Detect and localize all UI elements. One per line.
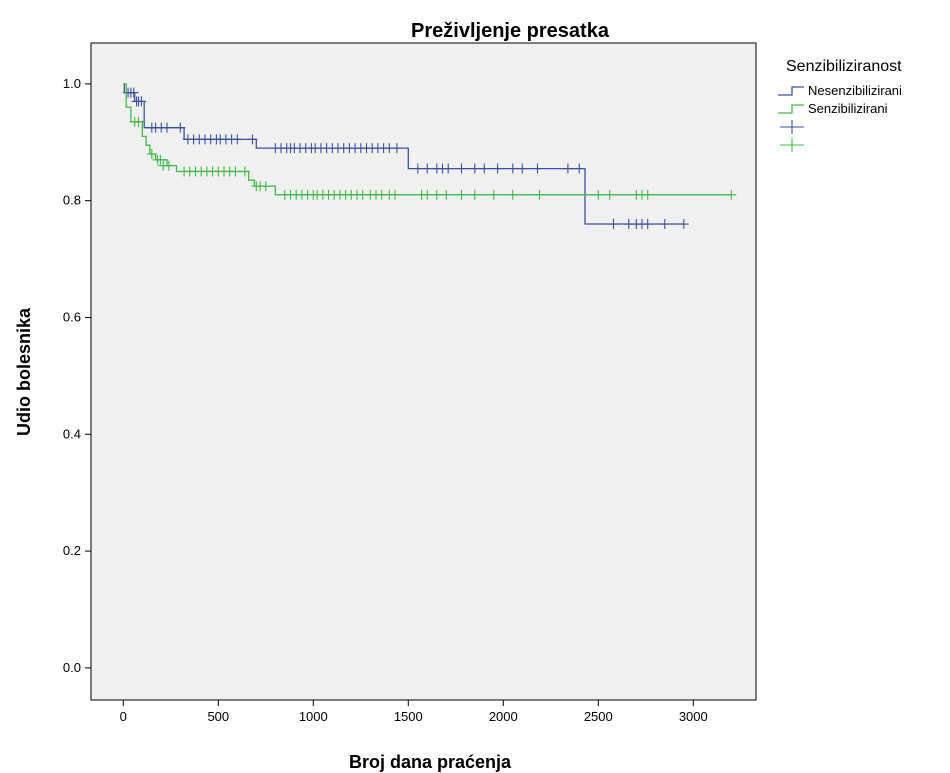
censor-mark — [162, 122, 172, 133]
censor-mark — [642, 189, 653, 200]
censor-mark — [247, 134, 258, 145]
censor-mark — [390, 189, 400, 200]
x-tick-label: 500 — [207, 709, 229, 724]
censor-mark — [133, 116, 144, 127]
x-tick-label: 1500 — [394, 709, 423, 724]
censor-mark — [136, 96, 147, 107]
legend-censor-swatch — [780, 120, 804, 134]
censor-mark — [593, 189, 604, 200]
x-tick-label: 0 — [120, 709, 127, 724]
legend-censor-swatch — [780, 138, 804, 152]
series-line-senzibilizirani — [123, 83, 732, 196]
censor-mark — [492, 163, 503, 174]
y-axis-label: Udio bolesnika — [14, 307, 34, 436]
y-tick-label: 1.0 — [63, 76, 81, 91]
x-tick-label: 1000 — [299, 709, 328, 724]
censor-mark — [441, 189, 452, 200]
censor-mark — [507, 189, 518, 200]
censor-mark — [260, 181, 271, 192]
censor-mark — [128, 87, 139, 98]
chart-title: Preživljenje presatka — [411, 20, 610, 42]
censor-mark — [239, 166, 250, 177]
censor-mark — [488, 189, 499, 200]
censor-mark — [431, 189, 442, 200]
plot-area — [90, 42, 757, 701]
censor-mark — [232, 134, 243, 145]
censor-mark — [230, 166, 241, 177]
x-tick-label: 2500 — [584, 709, 613, 724]
censor-mark — [608, 219, 619, 230]
censor-mark — [659, 219, 670, 230]
censor-mark — [534, 189, 545, 200]
series-layer — [123, 83, 737, 230]
x-axis: 0 500 1000 1500 2000 2500 3000 — [120, 700, 708, 724]
censor-mark — [469, 189, 480, 200]
censor-mark — [532, 163, 543, 174]
censor-mark — [443, 163, 454, 174]
censor-mark — [469, 163, 480, 174]
censor-mark — [163, 160, 174, 171]
censor-mark — [507, 163, 518, 174]
censor-mark — [146, 148, 157, 159]
censor-mark — [479, 163, 490, 174]
censor-mark — [175, 122, 186, 133]
y-axis: 0.0 0.2 0.4 0.6 0.8 1.0 — [63, 76, 91, 675]
censor-mark — [678, 219, 689, 230]
censor-mark — [155, 154, 166, 165]
legend-line-swatch — [778, 104, 804, 114]
y-tick-label: 0.0 — [63, 660, 81, 675]
y-tick-label: 0.4 — [63, 426, 81, 441]
legend-title: Senzibiliziranost — [786, 58, 902, 75]
censor-mark — [562, 163, 573, 174]
censor-mark — [517, 163, 528, 174]
censor-mark — [422, 189, 433, 200]
legend: Senzibiliziranost Nesenzibilizirani Senzi… — [778, 58, 902, 152]
y-tick-label: 0.2 — [63, 543, 81, 558]
censor-mark — [642, 219, 653, 230]
legend-label: Nesenzibilizirani — [808, 83, 902, 98]
x-axis-label: Broj dana praćenja — [349, 752, 512, 772]
censor-mark — [422, 163, 433, 174]
censor-mark — [456, 163, 467, 174]
x-tick-label: 2000 — [489, 709, 518, 724]
censor-mark — [726, 189, 737, 200]
censor-mark — [604, 189, 615, 200]
censor-mark — [412, 163, 423, 174]
censor-mark — [574, 163, 585, 174]
censor-mark — [456, 189, 467, 200]
x-tick-label: 3000 — [679, 709, 708, 724]
y-tick-label: 0.6 — [63, 309, 81, 324]
censor-mark — [391, 143, 402, 154]
legend-label: Senzibilizirani — [808, 101, 888, 116]
legend-line-swatch — [778, 86, 804, 96]
y-tick-label: 0.8 — [63, 193, 81, 208]
